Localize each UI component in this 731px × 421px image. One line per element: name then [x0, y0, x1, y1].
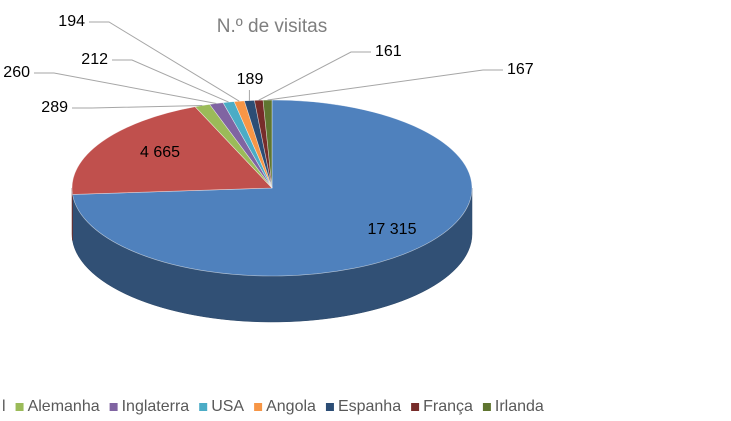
legend-label: Alemanha [28, 398, 100, 415]
legend-swatch [482, 403, 491, 411]
data-label: 260 [3, 64, 30, 81]
legend-swatch [254, 403, 263, 411]
legend-label: Irlanda [495, 398, 544, 415]
legend-swatch [199, 403, 208, 411]
data-label: 17 315 [368, 221, 417, 238]
data-label: 167 [507, 61, 534, 78]
data-label: 212 [81, 51, 108, 68]
leader-line [112, 59, 229, 103]
legend-label: Angola [266, 398, 316, 415]
chart-title: N.º de visitas [217, 16, 327, 37]
legend-label: França [423, 398, 473, 415]
legend-label: l [2, 398, 6, 415]
data-label: 289 [41, 99, 68, 116]
legend-swatch [15, 403, 24, 411]
leader-line [267, 69, 503, 101]
data-label: 4 665 [140, 144, 180, 161]
leader-line [89, 21, 240, 102]
slice-side [71, 187, 73, 241]
leader-line [72, 105, 203, 109]
legend-label: Espanha [338, 398, 401, 415]
legend-label: Inglaterra [122, 398, 190, 415]
leader-line [34, 72, 217, 104]
legend-swatch [325, 403, 334, 411]
legend-swatch [109, 403, 118, 411]
data-label: 194 [58, 13, 85, 30]
leader-line [258, 51, 371, 101]
legend-label: USA [211, 398, 244, 415]
legend-swatch [411, 403, 420, 411]
data-label: 161 [375, 43, 402, 60]
slice [71, 106, 273, 195]
data-label: 189 [237, 71, 264, 88]
